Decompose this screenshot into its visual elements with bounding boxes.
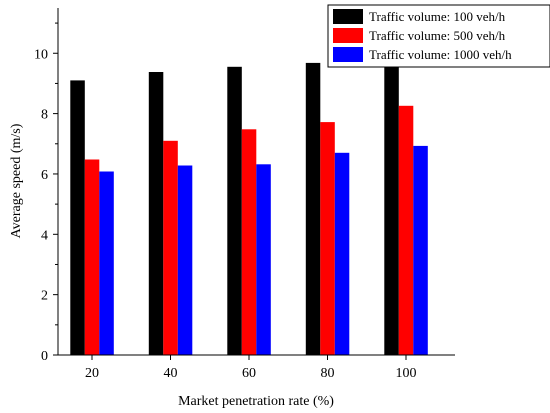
y-tick-label: 4 [41,228,48,243]
legend-swatch-series-1 [333,9,363,24]
bar-80-series-3 [334,152,350,355]
bar-100-series-2 [398,105,414,355]
bar-40-series-1 [148,72,164,355]
bar-40-series-2 [163,140,178,355]
y-ticks: 0 2 4 6 8 10 [34,22,58,364]
legend-label-series-3: Traffic volume: 1000 veh/h [369,47,512,62]
x-tick-label: 100 [396,366,417,381]
y-tick-label: 10 [34,47,48,62]
y-tick-label: 6 [41,168,48,183]
bar-60-series-2 [241,129,257,355]
bar-20-series-3 [99,171,114,355]
legend-label-series-2: Traffic volume: 500 veh/h [369,28,506,43]
x-tick-label: 20 [85,366,99,381]
x-tick-label: 40 [164,366,178,381]
y-axis-title: Average speed (m/s) [9,123,24,238]
bar-20-series-1 [70,80,85,356]
legend-swatch-series-3 [333,47,363,62]
bar-60-series-1 [227,66,242,356]
bar-60-series-3 [256,164,271,355]
legend: Traffic volume: 100 veh/h Traffic volume:… [327,4,550,68]
axes-layer [57,8,455,356]
x-tick-label: 60 [242,366,256,381]
bars-layer [70,40,428,356]
y-tick-label: 8 [41,108,48,123]
x-tick-label: 80 [321,366,335,381]
bar-100-series-3 [413,145,428,355]
legend-swatch-series-2 [333,28,363,43]
y-tick-label: 0 [41,349,48,364]
legend-label-series-1: Traffic volume: 100 veh/h [369,9,506,24]
bar-40-series-3 [177,165,193,355]
bar-80-series-1 [305,62,321,356]
x-axis-title: Market penetration rate (%) [178,394,334,409]
y-tick-label: 2 [41,289,48,304]
legend-box [327,4,550,68]
bar-100-series-1 [384,40,399,355]
bar-20-series-2 [84,159,100,355]
x-ticks: 20 40 60 80 100 [85,355,417,381]
bar-80-series-2 [320,122,335,355]
